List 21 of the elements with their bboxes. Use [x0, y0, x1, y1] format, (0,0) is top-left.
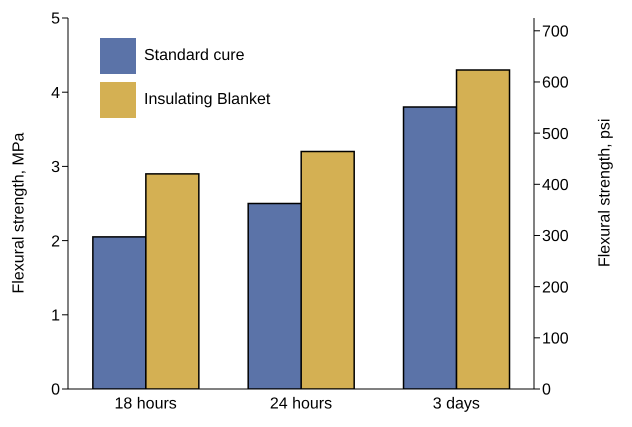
y2-tick-label: 700: [542, 23, 569, 40]
y-tick-label: 0: [51, 382, 60, 399]
x-tick-label: 3 days: [432, 395, 480, 412]
y2-tick-label: 0: [542, 382, 551, 399]
y-tick-label: 1: [51, 307, 60, 324]
legend-label: Standard cure: [144, 47, 245, 65]
legend-label: Insulating Blanket: [144, 91, 270, 109]
y2-tick-label: 300: [542, 228, 569, 246]
y2-tick-label: 500: [542, 126, 569, 143]
x-tick-label: 24 hours: [270, 395, 332, 412]
y-tick-label: 3: [51, 159, 60, 176]
y2-tick-label: 400: [542, 176, 569, 194]
y2-tick-label: 600: [542, 74, 569, 92]
y-tick-label: 2: [51, 233, 60, 250]
y-tick-label: 4: [51, 84, 60, 102]
y2-tick-label: 200: [542, 279, 569, 296]
y2-tick-label: 100: [542, 330, 569, 348]
y-tick-label: 5: [51, 10, 60, 28]
y2-axis-title: Flexural strength, psi: [596, 118, 614, 268]
y-axis-title: Flexural strength, MPa: [10, 132, 28, 294]
x-tick-label: 18 hours: [114, 395, 177, 412]
